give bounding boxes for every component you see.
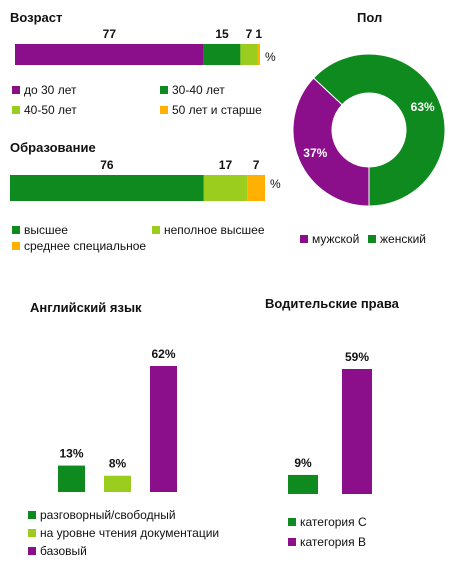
legend-swatch	[300, 235, 308, 243]
legend-swatch	[288, 538, 296, 546]
legend-swatch	[28, 547, 36, 555]
education-chart-title: Образование	[10, 140, 96, 155]
gender-data-label: 63%	[411, 100, 435, 114]
legend-swatch	[12, 86, 20, 94]
age-legend-item: до 30 лет	[12, 83, 76, 97]
legend-swatch	[160, 86, 168, 94]
education-data-label: 76	[100, 158, 114, 172]
age-bar-segment	[257, 44, 260, 65]
license-bar	[288, 474, 318, 494]
age-data-label: 7	[246, 27, 253, 41]
age-unit-label: %	[265, 50, 276, 64]
english-bar	[150, 366, 177, 492]
license-data-label: 9%	[294, 456, 312, 470]
legend-swatch	[12, 242, 20, 250]
gender-chart-title: Пол	[357, 10, 383, 25]
legend-swatch	[28, 529, 36, 537]
education-bar-segment	[10, 175, 204, 201]
legend-swatch	[12, 106, 20, 114]
gender-legend-item: мужской	[300, 232, 359, 246]
gender-donut-slice	[312, 53, 446, 207]
education-legend-item: среднее специальное	[12, 239, 146, 253]
education-bar-segment	[203, 175, 248, 201]
age-bar-segment	[15, 44, 204, 65]
education-data-label: 17	[219, 158, 233, 172]
gender-data-label: 37%	[303, 146, 327, 160]
age-chart-title: Возраст	[10, 10, 63, 25]
gender-legend-item: женский	[368, 232, 426, 246]
english-bar	[58, 465, 85, 492]
license-chart-title: Водительские права	[265, 296, 399, 311]
gender-donut-slice	[292, 77, 370, 207]
legend-swatch	[160, 106, 168, 114]
english-legend-item: разговорный/свободный	[28, 508, 176, 522]
english-legend-item: на уровне чтения документации	[28, 526, 219, 540]
legend-swatch	[368, 235, 376, 243]
age-data-label: 15	[215, 27, 229, 41]
license-bar	[342, 369, 372, 494]
legend-swatch	[28, 511, 36, 519]
legend-swatch	[152, 226, 160, 234]
age-legend-item: 40-50 лет	[12, 103, 77, 117]
age-legend-item: 30-40 лет	[160, 83, 225, 97]
english-data-label: 62%	[151, 347, 175, 361]
education-data-label: 7	[253, 158, 260, 172]
english-bar	[104, 475, 131, 492]
legend-swatch	[12, 226, 20, 234]
license-data-label: 59%	[345, 350, 369, 364]
english-data-label: 8%	[109, 457, 127, 471]
age-bar-segment	[240, 44, 258, 65]
education-bar-segment	[247, 175, 265, 201]
license-legend-item: категория C	[288, 515, 367, 529]
education-legend-item: высшее	[12, 223, 68, 237]
age-legend-item: 50 лет и старше	[160, 103, 262, 117]
education-unit-label: %	[270, 177, 281, 191]
license-legend-item: категория B	[288, 535, 366, 549]
age-data-label: 77	[103, 27, 117, 41]
english-chart-title: Английский язык	[30, 300, 142, 315]
education-legend-item: неполное высшее	[152, 223, 265, 237]
english-data-label: 13%	[59, 447, 83, 461]
age-data-label: 1	[255, 27, 262, 41]
legend-swatch	[288, 518, 296, 526]
age-bar-segment	[203, 44, 241, 65]
english-legend-item: базовый	[28, 544, 87, 558]
